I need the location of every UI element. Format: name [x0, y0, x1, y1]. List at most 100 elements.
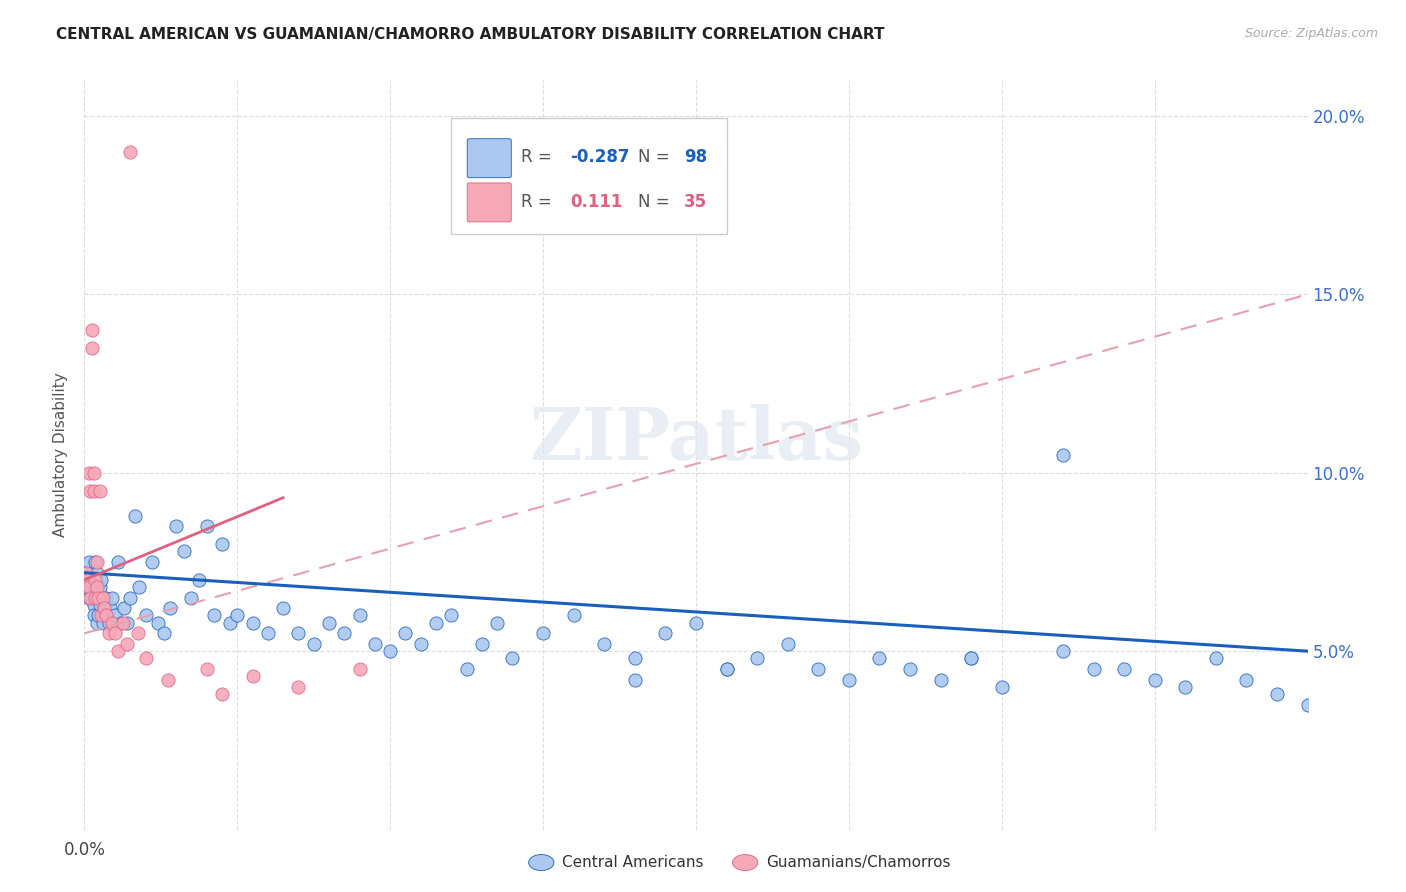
Point [90, 591, 112, 605]
Point [76, 573, 98, 587]
Point [716, 662, 738, 676]
Point [75, 566, 97, 580]
Text: R =: R = [522, 193, 557, 211]
Text: 35: 35 [683, 193, 707, 211]
Point [188, 573, 211, 587]
Point [86, 580, 108, 594]
Point [104, 608, 127, 623]
Point [146, 615, 169, 630]
Point [287, 626, 309, 640]
Point [502, 651, 524, 665]
Point [90, 573, 112, 587]
Point [173, 544, 195, 558]
Point [242, 669, 264, 683]
Point [409, 637, 432, 651]
Point [195, 662, 218, 676]
Point [96, 608, 118, 623]
Point [77, 591, 100, 605]
Point [807, 662, 830, 676]
Point [101, 591, 124, 605]
Point [1205, 651, 1227, 665]
Point [107, 555, 129, 569]
Point [89, 483, 111, 498]
Point [89, 598, 111, 612]
Point [287, 680, 309, 694]
Point [87, 591, 110, 605]
Point [124, 508, 146, 523]
Point [93, 601, 115, 615]
Point [94, 608, 117, 623]
Point [77, 466, 100, 480]
Point [115, 637, 138, 651]
Point [84, 573, 107, 587]
Point [98, 601, 121, 615]
Point [380, 644, 402, 658]
Point [1052, 644, 1074, 658]
Point [1143, 673, 1166, 687]
Text: N =: N = [638, 148, 675, 167]
Point [747, 651, 769, 665]
Point [991, 680, 1014, 694]
Point [226, 608, 249, 623]
Point [120, 591, 142, 605]
Point [562, 608, 585, 623]
Point [302, 637, 325, 651]
Point [93, 601, 115, 615]
Text: CENTRAL AMERICAN VS GUAMANIAN/CHAMORRO AMBULATORY DISABILITY CORRELATION CHART: CENTRAL AMERICAN VS GUAMANIAN/CHAMORRO A… [56, 27, 884, 42]
Point [80, 566, 103, 580]
Text: 0.111: 0.111 [569, 193, 623, 211]
Text: 0.0%: 0.0% [63, 841, 105, 859]
Point [83, 466, 105, 480]
Point [157, 673, 180, 687]
Point [104, 626, 127, 640]
Point [135, 608, 157, 623]
Point [83, 598, 105, 612]
Point [97, 615, 120, 630]
Text: Source: ZipAtlas.com: Source: ZipAtlas.com [1244, 27, 1378, 40]
Point [654, 626, 676, 640]
Point [79, 573, 101, 587]
Point [898, 662, 921, 676]
Point [80, 323, 103, 337]
Point [90, 608, 112, 623]
Point [349, 662, 371, 676]
Point [195, 519, 218, 533]
Text: -0.287: -0.287 [569, 148, 630, 167]
Point [77, 580, 100, 594]
Point [77, 555, 100, 569]
Point [486, 615, 509, 630]
FancyBboxPatch shape [451, 118, 727, 234]
Point [180, 591, 202, 605]
Point [115, 615, 138, 630]
Point [79, 591, 101, 605]
Point [165, 519, 187, 533]
FancyBboxPatch shape [467, 183, 512, 222]
Point [349, 608, 371, 623]
Point [1296, 698, 1319, 712]
Point [838, 673, 860, 687]
Point [141, 555, 163, 569]
Point [153, 626, 176, 640]
Point [89, 580, 111, 594]
Point [107, 644, 129, 658]
Point [84, 555, 107, 569]
Text: 98: 98 [683, 148, 707, 167]
Point [929, 673, 952, 687]
Point [91, 615, 114, 630]
Point [471, 637, 494, 651]
Point [83, 608, 105, 623]
Text: ZIPatlas: ZIPatlas [529, 404, 863, 475]
Point [83, 483, 105, 498]
Point [76, 580, 98, 594]
Point [159, 601, 181, 615]
Point [960, 651, 983, 665]
Point [211, 537, 233, 551]
Point [79, 580, 101, 594]
Point [394, 626, 416, 640]
Point [440, 608, 463, 623]
FancyBboxPatch shape [467, 139, 512, 178]
Point [79, 483, 101, 498]
Point [127, 626, 149, 640]
Point [593, 637, 616, 651]
Text: N =: N = [638, 193, 675, 211]
